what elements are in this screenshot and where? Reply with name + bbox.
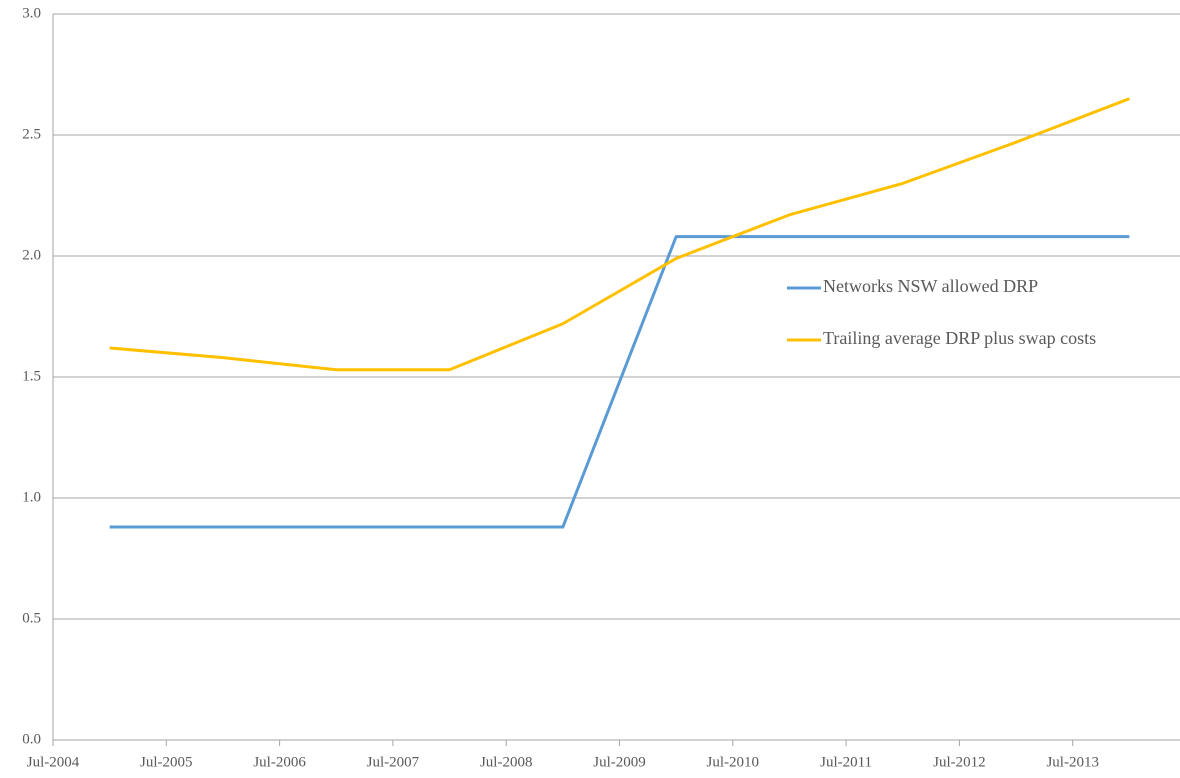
- x-tick-label: Jul-2006: [253, 754, 306, 770]
- y-tick-label: 1.0: [22, 489, 41, 505]
- x-tick-label: Jul-2005: [140, 754, 193, 770]
- y-tick-label: 1.5: [22, 368, 41, 384]
- legend-label: Networks NSW allowed DRP: [823, 276, 1038, 296]
- x-tick-label: Jul-2009: [593, 754, 646, 770]
- y-tick-label: 2.5: [22, 126, 41, 142]
- y-tick-label: 2.0: [22, 247, 41, 263]
- y-tick-label: 0.0: [22, 731, 41, 747]
- x-tick-label: Jul-2011: [820, 754, 872, 770]
- legend-label: Trailing average DRP plus swap costs: [823, 328, 1096, 348]
- x-tick-label: Jul-2010: [707, 754, 760, 770]
- x-tick-label: Jul-2008: [480, 754, 533, 770]
- y-tick-label: 0.5: [22, 610, 41, 626]
- series-line: [109, 97, 1130, 372]
- series-line: [109, 235, 1130, 529]
- x-tick-label: Jul-2012: [933, 754, 986, 770]
- x-tick-label: Jul-2004: [27, 754, 80, 770]
- x-tick-label: Jul-2013: [1046, 754, 1099, 770]
- x-tick-label: Jul-2007: [367, 754, 420, 770]
- y-tick-label: 3.0: [22, 5, 41, 21]
